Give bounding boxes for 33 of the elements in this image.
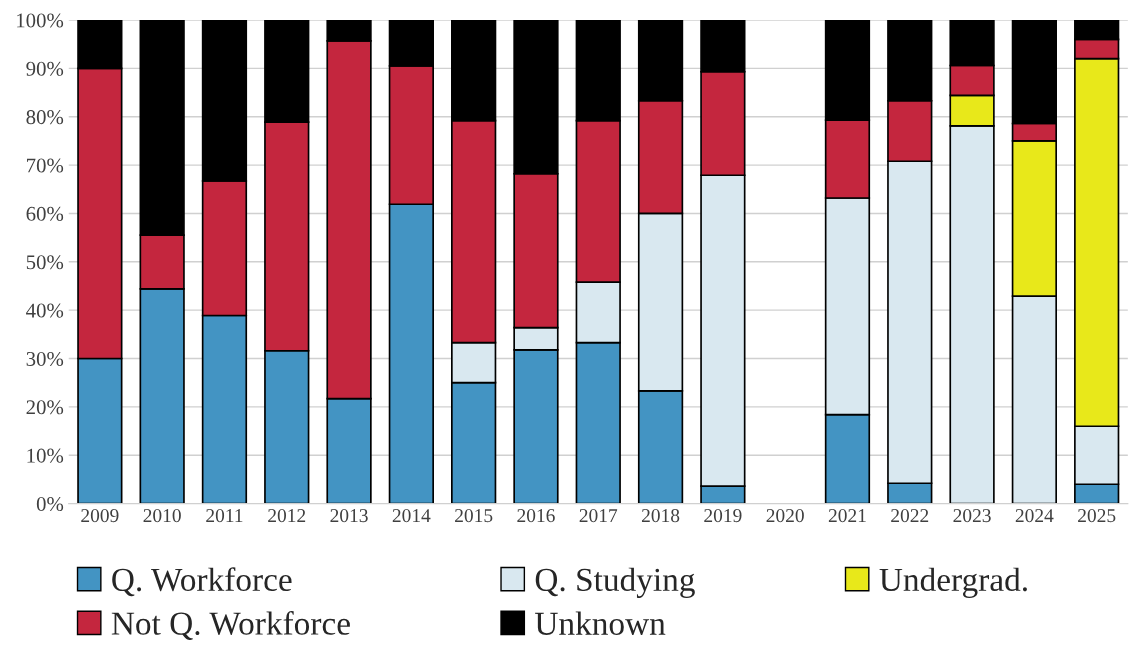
- y-tick-label: 20%: [26, 400, 64, 415]
- x-tick-label: 2018: [641, 509, 680, 523]
- x-tick-label: 2011: [206, 509, 243, 523]
- y-tick-label: 70%: [27, 158, 64, 173]
- x-tick-label: 2019: [704, 509, 742, 523]
- legend-label: Q. Studying: [535, 567, 695, 598]
- x-tick-label: 2020: [766, 509, 804, 523]
- x-tick-label: 2010: [143, 509, 181, 523]
- legend-label: Not Q. Workforce: [111, 611, 350, 640]
- y-tick-label: 80%: [26, 110, 64, 125]
- legend-label: Undergrad.: [879, 567, 1027, 598]
- legend-label: Q. Workforce: [112, 567, 292, 597]
- legend-label: Unknown: [535, 611, 666, 635]
- y-tick-label: 10%: [27, 448, 64, 463]
- y-tick-label: 100%: [17, 13, 64, 28]
- x-tick-label: 2009: [81, 509, 119, 523]
- x-tick-label: 2022: [891, 509, 929, 523]
- x-tick-label: 2021: [828, 509, 866, 523]
- x-tick-label: 2023: [953, 509, 991, 523]
- x-tick-label: 2025: [1078, 509, 1116, 523]
- y-tick-label: 90%: [26, 61, 64, 76]
- x-tick-label: 2015: [455, 509, 493, 523]
- x-tick-label: 2024: [1015, 509, 1054, 523]
- y-tick-label: 0%: [36, 496, 64, 512]
- x-tick-label: 2014: [392, 509, 431, 523]
- x-tick-label: 2012: [268, 509, 306, 523]
- y-tick-label: 50%: [26, 255, 64, 270]
- x-tick-label: 2017: [579, 509, 618, 523]
- y-tick-label: 40%: [26, 303, 64, 318]
- y-tick-label: 30%: [26, 351, 64, 367]
- x-tick-label: 2016: [517, 509, 555, 523]
- x-tick-label: 2013: [330, 509, 368, 523]
- y-tick-label: 60%: [26, 206, 64, 221]
